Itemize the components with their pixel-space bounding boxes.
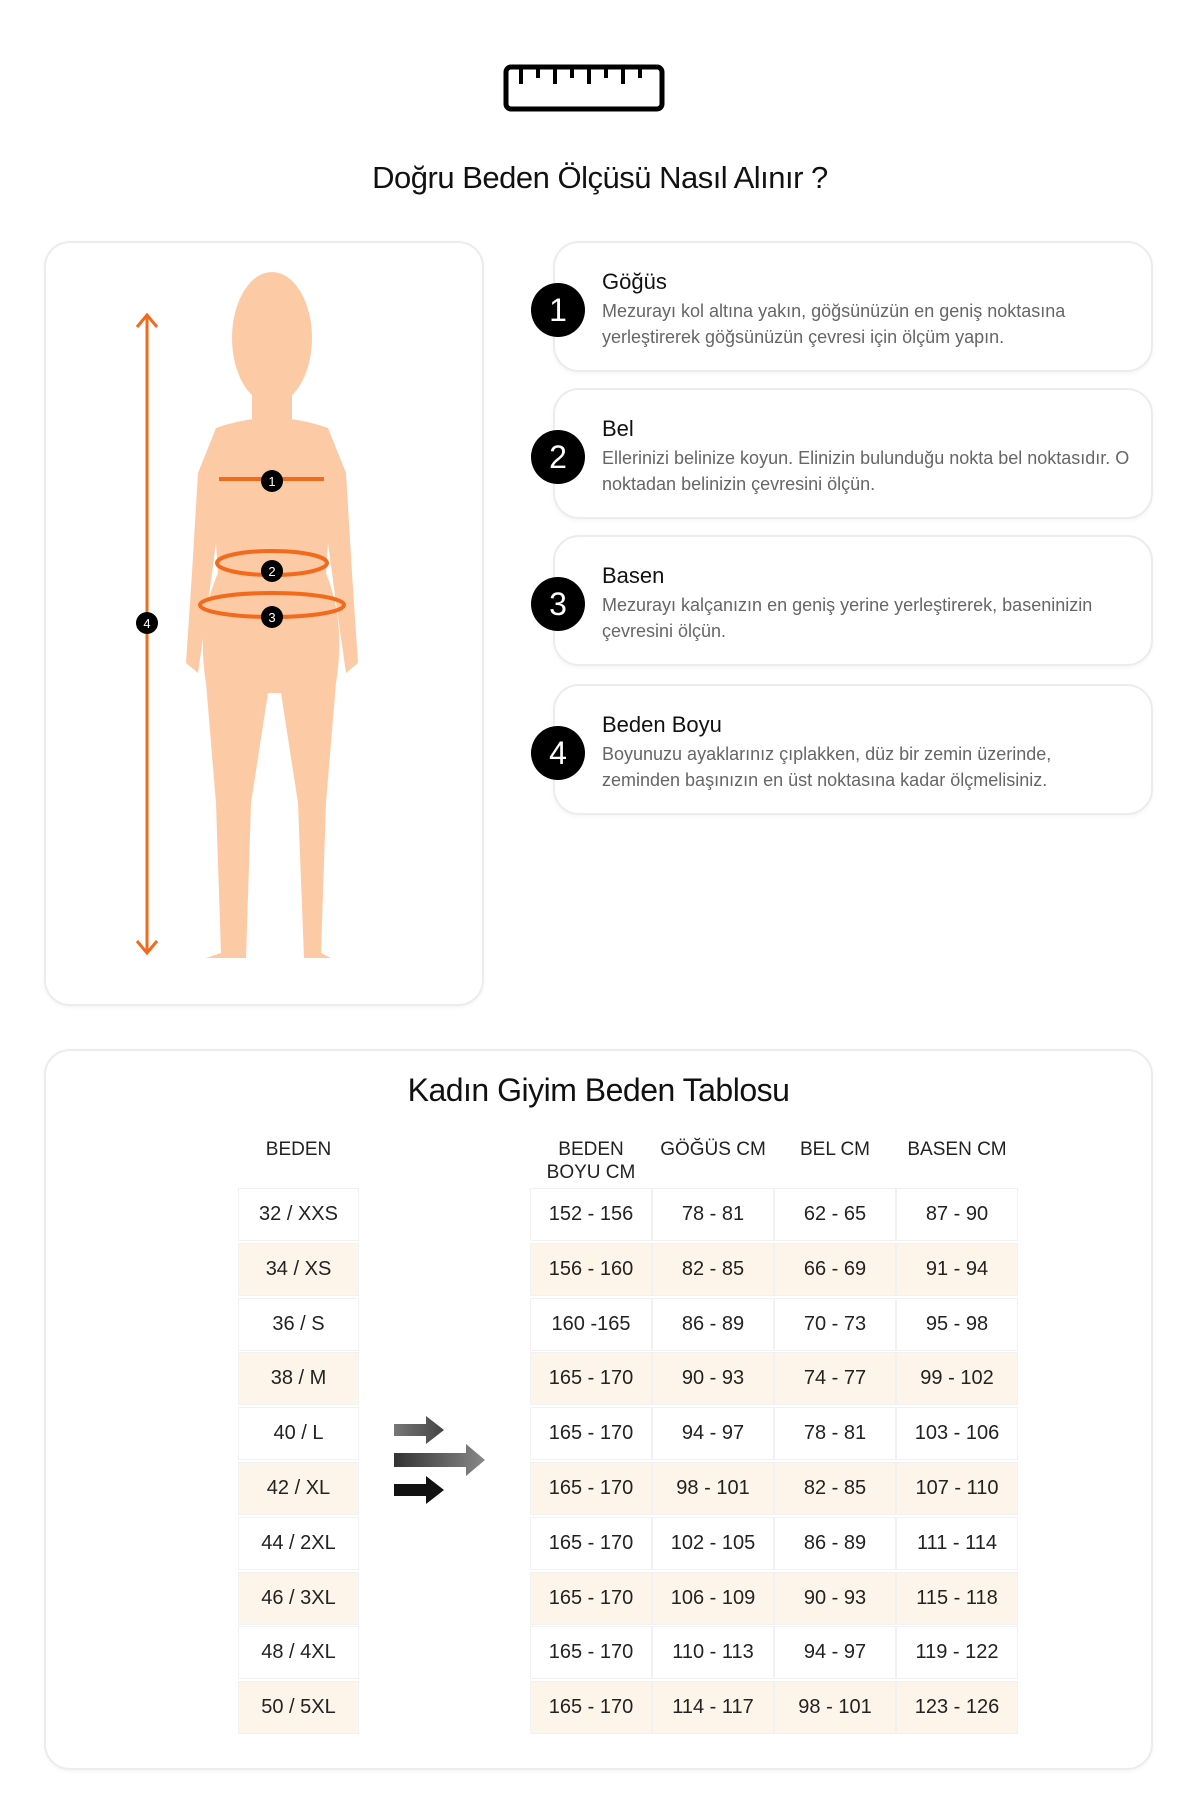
cell-chest: 86 - 89 xyxy=(652,1297,774,1351)
step-title: Beden Boyu xyxy=(602,712,722,737)
cell-waist: 70 - 73 xyxy=(774,1297,896,1351)
cell-hip: 99 - 102 xyxy=(896,1352,1018,1406)
step-card-waist: 2 Bel Ellerinizi belinize koyun. Elinizi… xyxy=(531,388,1153,519)
cell-waist: 62 - 65 xyxy=(774,1188,896,1241)
cell-hip: 107 - 110 xyxy=(896,1462,1018,1515)
cell-hip: 123 - 126 xyxy=(896,1681,1018,1735)
cell-height: 165 - 170 xyxy=(530,1516,652,1570)
cell-waist: 98 - 101 xyxy=(774,1681,896,1735)
step-title: Göğüs xyxy=(602,269,667,294)
cell-waist: 78 - 81 xyxy=(774,1407,896,1461)
cell-size: 44 / 2XL xyxy=(238,1516,359,1570)
step-text: Boyunuzu ayaklarınız çıplakken, düz bir … xyxy=(602,744,1052,790)
body-silhouette xyxy=(186,272,358,958)
step-card-height: 4 Beden Boyu Boyunuzu ayaklarınız çıplak… xyxy=(531,684,1153,815)
step-text: Mezurayı kalçanızın en geniş yerine yerl… xyxy=(602,595,1093,641)
body-figure-card: 1 2 3 4 xyxy=(44,241,484,1006)
cell-hip: 111 - 114 xyxy=(896,1516,1018,1570)
size-table-card xyxy=(44,1049,1153,1770)
step-card-hip: 3 Basen Mezurayı kalçanızın en geniş yer… xyxy=(531,535,1153,666)
cell-height: 160 -165 xyxy=(530,1297,652,1351)
svg-text:1: 1 xyxy=(268,474,275,489)
cell-height: 152 - 156 xyxy=(530,1188,652,1241)
header-size: BEDEN xyxy=(265,1139,332,1160)
cell-height: 156 - 160 xyxy=(530,1242,652,1296)
header-hip: BASEN CM xyxy=(907,1139,1007,1160)
arrows-icon xyxy=(394,1416,485,1504)
step-number-badge: 3 xyxy=(531,577,585,631)
header-height: BEDEN BOYU CM xyxy=(546,1139,636,1183)
step-number-badge: 2 xyxy=(531,430,585,484)
svg-text:2: 2 xyxy=(268,564,275,579)
cell-waist: 66 - 69 xyxy=(774,1242,896,1296)
cell-size: 42 / XL xyxy=(238,1462,359,1515)
page-title: Doğru Beden Ölçüsü Nasıl Alınır ? xyxy=(372,160,828,195)
cell-size: 40 / L xyxy=(238,1407,359,1461)
header-waist: BEL CM xyxy=(799,1139,871,1160)
cell-hip: 115 - 118 xyxy=(896,1571,1018,1625)
cell-chest: 98 - 101 xyxy=(652,1462,774,1515)
cell-size: 38 / M xyxy=(238,1352,359,1406)
step-title: Bel xyxy=(602,416,634,441)
cell-chest: 82 - 85 xyxy=(652,1242,774,1296)
step-title: Basen xyxy=(602,563,665,588)
step-text: Ellerinizi belinize koyun. Elinizin bulu… xyxy=(602,448,1130,494)
cell-waist: 82 - 85 xyxy=(774,1462,896,1515)
cell-height: 165 - 170 xyxy=(530,1462,652,1515)
svg-text:3: 3 xyxy=(268,610,275,625)
cell-size: 36 / S xyxy=(238,1297,359,1351)
cell-hip: 87 - 90 xyxy=(896,1188,1018,1241)
cell-hip: 103 - 106 xyxy=(896,1407,1018,1461)
cell-height: 165 - 170 xyxy=(530,1407,652,1461)
step-number-badge: 1 xyxy=(531,283,585,337)
step-text: Mezurayı kol altına yakın, göğsünüzün en… xyxy=(602,301,1066,347)
cell-hip: 91 - 94 xyxy=(896,1242,1018,1296)
body-figure: 1 2 3 4 xyxy=(135,272,358,958)
cell-size: 48 / 4XL xyxy=(238,1626,359,1680)
cell-height: 165 - 170 xyxy=(530,1626,652,1680)
table-title: Kadın Giyim Beden Tablosu xyxy=(407,1072,790,1108)
cell-height: 165 - 170 xyxy=(530,1352,652,1406)
cell-waist: 94 - 97 xyxy=(774,1626,896,1680)
cell-hip: 119 - 122 xyxy=(896,1626,1018,1680)
step-number-badge: 4 xyxy=(531,726,585,780)
cell-chest: 94 - 97 xyxy=(652,1407,774,1461)
cell-size: 34 / XS xyxy=(238,1242,359,1296)
cell-height: 165 - 170 xyxy=(530,1681,652,1735)
cell-waist: 74 - 77 xyxy=(774,1352,896,1406)
cell-chest: 106 - 109 xyxy=(652,1571,774,1625)
cell-hip: 95 - 98 xyxy=(896,1297,1018,1351)
cell-waist: 86 - 89 xyxy=(774,1516,896,1570)
step-card-chest: 1 Göğüs Mezurayı kol altına yakın, göğsü… xyxy=(531,241,1153,372)
ruler-icon xyxy=(503,64,665,112)
cell-chest: 90 - 93 xyxy=(652,1352,774,1406)
cell-size: 50 / 5XL xyxy=(238,1681,359,1735)
cell-waist: 90 - 93 xyxy=(774,1571,896,1625)
svg-text:4: 4 xyxy=(143,616,150,631)
cell-chest: 78 - 81 xyxy=(652,1188,774,1241)
cell-height: 165 - 170 xyxy=(530,1571,652,1625)
cell-size: 46 / 3XL xyxy=(238,1571,359,1625)
cell-chest: 102 - 105 xyxy=(652,1516,774,1570)
cell-chest: 114 - 117 xyxy=(652,1681,774,1735)
cell-chest: 110 - 113 xyxy=(652,1626,774,1680)
cell-size: 32 / XXS xyxy=(238,1188,359,1241)
header-chest: GÖĞÜS CM xyxy=(660,1139,766,1160)
